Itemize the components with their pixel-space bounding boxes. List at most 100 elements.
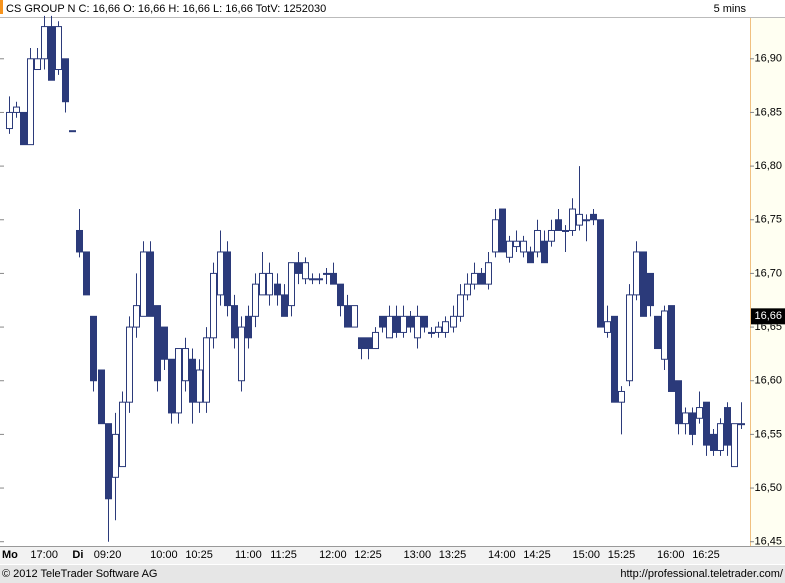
- candle-down: [675, 380, 682, 425]
- candle-up: [548, 229, 555, 242]
- candle-down: [689, 412, 696, 435]
- y-tick-label: 16,70: [754, 267, 782, 279]
- candle-up: [34, 58, 41, 71]
- x-tick-label: 10:25: [185, 549, 213, 561]
- y-tick-label: 16,55: [754, 428, 782, 440]
- y-tick-label: 16,90: [754, 53, 782, 65]
- candle-up: [203, 337, 210, 403]
- candle-down: [83, 251, 90, 296]
- candle-up: [604, 321, 611, 333]
- candle-down: [62, 58, 69, 103]
- candle-up: [238, 326, 245, 382]
- candle-up: [175, 348, 182, 414]
- candle-down: [640, 251, 647, 317]
- candle-down: [48, 26, 55, 81]
- candle-up: [351, 305, 358, 328]
- candle-down: [647, 272, 654, 307]
- candle-down: [527, 251, 534, 264]
- candle-down: [281, 294, 288, 317]
- candle-up: [442, 321, 449, 333]
- day-label: Di: [72, 549, 83, 561]
- candle-up: [471, 272, 478, 285]
- x-tick-label: 13:25: [439, 549, 467, 561]
- candle-down: [555, 219, 562, 231]
- candle-up: [266, 272, 273, 296]
- y-tick-label: 16,85: [754, 106, 782, 118]
- x-tick-label: 11:00: [235, 549, 262, 561]
- candle-down: [710, 433, 717, 451]
- x-axis-area: [0, 546, 785, 564]
- candle-down: [379, 315, 386, 328]
- candle-up: [414, 315, 421, 339]
- candle-down: [98, 369, 105, 425]
- candle-up: [400, 315, 407, 333]
- day-label: Mo: [2, 549, 18, 561]
- candle-up: [13, 106, 20, 113]
- candle-up: [217, 251, 224, 296]
- candle-up: [252, 283, 259, 317]
- x-tick-label: 11:25: [270, 549, 297, 561]
- interval: 5 mins: [714, 3, 747, 15]
- candle-up: [259, 272, 266, 296]
- candle-down: [245, 315, 252, 339]
- candle-down: [76, 229, 83, 253]
- candle-up: [386, 315, 393, 339]
- y-tick-label: 16,80: [754, 160, 782, 172]
- candle-up: [633, 251, 640, 296]
- y-tick-label: 16,50: [754, 482, 782, 494]
- candle-up: [485, 262, 492, 285]
- candle-up: [576, 213, 583, 226]
- x-tick-label: 14:25: [523, 549, 551, 561]
- candle-up: [492, 219, 499, 253]
- candle-down: [590, 213, 597, 221]
- marker: [0, 0, 3, 14]
- candle-up: [210, 272, 217, 339]
- candle-up: [738, 423, 745, 426]
- candle-up: [717, 423, 724, 451]
- candle-up: [661, 310, 668, 360]
- y-tick-label: 16,45: [754, 536, 782, 548]
- candle-down: [478, 272, 485, 285]
- candle-up: [696, 407, 703, 419]
- candle-up: [682, 412, 689, 425]
- candle-up: [112, 433, 119, 478]
- chart-title: CS GROUP N C: 16,66 O: 16,66 H: 16,66 L:…: [6, 3, 326, 15]
- candle-up: [302, 262, 309, 280]
- candle-up: [316, 278, 323, 281]
- candle-down: [668, 305, 675, 392]
- candle-down: [20, 111, 27, 146]
- candle-down: [90, 315, 97, 382]
- candle-up: [323, 272, 330, 275]
- candle-up: [55, 26, 62, 71]
- candle-down: [274, 283, 281, 296]
- candle-down: [541, 240, 548, 264]
- candle-up: [626, 294, 633, 382]
- candle-up: [27, 58, 34, 146]
- candle-up: [513, 240, 520, 248]
- candle-down: [224, 251, 231, 307]
- candle-down: [189, 358, 196, 403]
- candle-up: [520, 240, 527, 253]
- footer: [0, 565, 785, 583]
- candle-down: [337, 283, 344, 307]
- candle-up: [464, 283, 471, 296]
- candle-down: [499, 208, 506, 253]
- x-tick-label: 09:20: [94, 549, 122, 561]
- last-price-label: 16,66: [754, 310, 782, 322]
- candle-down: [231, 305, 238, 339]
- candle-up: [562, 229, 569, 232]
- candle-up: [731, 423, 738, 468]
- candle-down: [407, 315, 414, 328]
- x-tick-label: 16:25: [692, 549, 720, 561]
- candle-up: [428, 331, 435, 334]
- last-price-box: [751, 308, 785, 325]
- candle-up: [6, 111, 13, 130]
- candle-down: [295, 262, 302, 274]
- candle-down: [365, 337, 372, 350]
- candle-up: [182, 348, 189, 382]
- y-tick-label: 16,75: [754, 214, 782, 226]
- candle-down: [611, 315, 618, 403]
- candle-up: [288, 262, 295, 307]
